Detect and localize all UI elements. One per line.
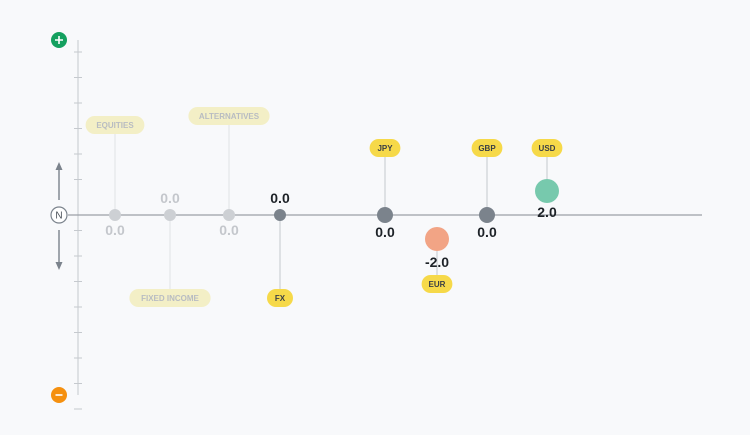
value-label-equities: 0.0 xyxy=(105,222,125,238)
neutral-marker xyxy=(50,206,68,224)
tag-bg-jpy xyxy=(369,139,401,157)
tag-alternatives: ALTERNATIVES xyxy=(188,107,270,125)
tag-label-jpy: JPY xyxy=(377,144,393,153)
point-eur[interactable] xyxy=(425,227,449,251)
point-fx[interactable] xyxy=(274,209,286,221)
tag-fixed-income: FIXED INCOME xyxy=(129,289,211,307)
value-label-eur: -2.0 xyxy=(425,254,449,270)
point-jpy[interactable] xyxy=(377,207,393,223)
tag-label-usd: USD xyxy=(539,144,556,153)
down-arrow-icon xyxy=(55,262,63,270)
tag-eur: EUR xyxy=(421,275,453,293)
point-equities[interactable] xyxy=(109,209,121,221)
tag-label-alternatives: ALTERNATIVES xyxy=(199,112,260,121)
tag-label-equities: EQUITIES xyxy=(96,121,134,130)
tag-bg-eur xyxy=(421,275,453,293)
neutral-label: N xyxy=(55,211,62,222)
value-label-usd: 2.0 xyxy=(537,204,557,220)
point-alternatives[interactable] xyxy=(223,209,235,221)
tag-label-fixed-income: FIXED INCOME xyxy=(141,294,199,303)
plus-icon-glyph xyxy=(55,36,63,44)
tag-fx: FX xyxy=(267,289,293,307)
tag-label-fx: FX xyxy=(275,294,286,303)
tag-equities: EQUITIES xyxy=(85,116,145,134)
tag-label-eur: EUR xyxy=(429,280,446,289)
tag-bg-equities xyxy=(85,116,145,134)
value-label-gbp: 0.0 xyxy=(477,224,497,240)
point-usd[interactable] xyxy=(535,179,559,203)
tag-gbp: GBP xyxy=(471,139,503,157)
up-arrow-icon xyxy=(55,162,63,170)
tag-bg-usd xyxy=(531,139,563,157)
tag-usd: USD xyxy=(531,139,563,157)
tag-label-gbp: GBP xyxy=(478,144,496,153)
tag-bg-fx xyxy=(267,289,293,307)
tag-bg-alternatives xyxy=(188,107,270,125)
tag-bg-fixed-income xyxy=(129,289,211,307)
value-label-fixed-income: 0.0 xyxy=(160,190,180,206)
tag-jpy: JPY xyxy=(369,139,401,157)
value-label-fx: 0.0 xyxy=(270,190,290,206)
tag-bg-gbp xyxy=(471,139,503,157)
value-label-alternatives: 0.0 xyxy=(219,222,239,238)
value-label-jpy: 0.0 xyxy=(375,224,395,240)
point-gbp[interactable] xyxy=(479,207,495,223)
point-fixed-income[interactable] xyxy=(164,209,176,221)
